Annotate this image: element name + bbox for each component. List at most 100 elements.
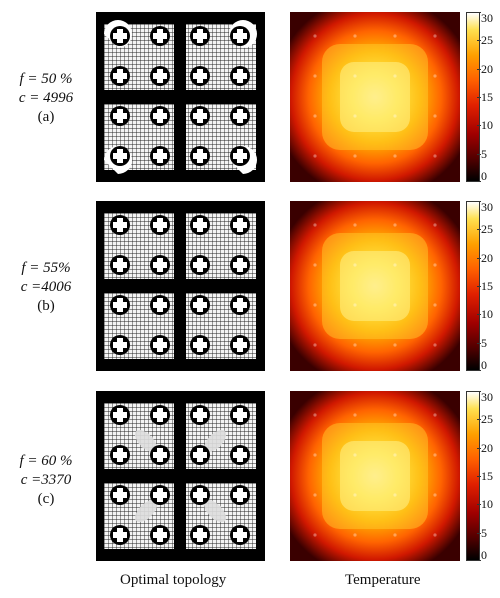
caption-optimal-topology: Optimal topology bbox=[120, 572, 227, 588]
colorbar-tick-label: 0 bbox=[481, 548, 487, 562]
hot-spot bbox=[353, 74, 357, 78]
hole bbox=[233, 149, 247, 163]
hole bbox=[113, 448, 127, 462]
colorbar-tick-label: 15 bbox=[481, 90, 493, 104]
colorbar-tick-label: 15 bbox=[481, 279, 493, 293]
hole bbox=[233, 408, 247, 422]
swirl-region bbox=[134, 429, 158, 453]
hot-spot bbox=[393, 453, 397, 457]
colorbar-ticks-c: 0 5 10 15 20 25 30 bbox=[477, 391, 500, 562]
row-c-panel: (c) bbox=[37, 491, 55, 507]
hole bbox=[153, 298, 167, 312]
row-c-c: c =3370 bbox=[20, 472, 72, 488]
hot-spot bbox=[393, 343, 397, 347]
colorbar-tick bbox=[477, 314, 481, 316]
hot-spot bbox=[353, 154, 357, 158]
hole bbox=[193, 258, 207, 272]
topology-panel-a bbox=[96, 12, 265, 182]
row-c-f: f = 60 % bbox=[19, 453, 73, 469]
colorbar-tick bbox=[477, 391, 481, 392]
hole bbox=[233, 69, 247, 83]
colorbar-tick-label: 5 bbox=[481, 525, 487, 540]
colorbar-tick bbox=[477, 12, 481, 13]
row-b-f: f = 55% bbox=[21, 260, 71, 276]
hot-spot bbox=[353, 453, 357, 457]
hole bbox=[153, 258, 167, 272]
hot-spot bbox=[393, 223, 397, 227]
hot-spot bbox=[433, 223, 437, 227]
colorbar-tick bbox=[477, 286, 481, 287]
colorbar-tick-label: 5 bbox=[481, 335, 487, 350]
colorbar-tick-label: 0 bbox=[481, 358, 487, 372]
hot-spot bbox=[313, 453, 317, 457]
hot-spot bbox=[313, 114, 317, 118]
hole bbox=[153, 109, 167, 123]
swirl-region bbox=[203, 429, 227, 453]
hot-spot bbox=[393, 34, 397, 38]
hole bbox=[153, 488, 167, 502]
colorbar-tick bbox=[477, 229, 481, 231]
hot-spot bbox=[313, 74, 317, 78]
colorbar-tick bbox=[477, 181, 481, 182]
hole bbox=[113, 218, 127, 232]
hot-spot bbox=[313, 34, 317, 38]
hot-spot bbox=[433, 533, 437, 537]
colorbar-tick-label: 25 bbox=[481, 33, 493, 48]
colorbar-tick bbox=[477, 201, 481, 202]
colorbar-ticks-b: 0 5 10 15 20 25 30 bbox=[477, 201, 500, 372]
hot-spot bbox=[313, 223, 317, 227]
hot-spot bbox=[353, 114, 357, 118]
colorbar-tick bbox=[477, 153, 481, 155]
hole bbox=[113, 258, 127, 272]
colorbar-tick-label: 15 bbox=[481, 469, 493, 483]
hole bbox=[193, 408, 207, 422]
hole bbox=[233, 488, 247, 502]
colorbar-tick bbox=[477, 447, 481, 449]
colorbar-tick-label: 20 bbox=[481, 61, 493, 76]
hole bbox=[193, 109, 207, 123]
hole bbox=[233, 298, 247, 312]
hot-spot bbox=[353, 493, 357, 497]
hole bbox=[193, 69, 207, 83]
colorbar-tick-label: 10 bbox=[481, 307, 493, 322]
hot-spot bbox=[433, 453, 437, 457]
row-a-panel: (a) bbox=[37, 109, 55, 125]
caption-temperature: Temperature bbox=[345, 572, 421, 588]
hole bbox=[233, 109, 247, 123]
row-c-label: f = 60 % c =3370 (c) bbox=[0, 452, 92, 509]
hot-spot bbox=[433, 114, 437, 118]
hole bbox=[193, 149, 207, 163]
colorbar-tick bbox=[477, 257, 481, 259]
hot-spot bbox=[353, 343, 357, 347]
hole bbox=[113, 528, 127, 542]
hole bbox=[153, 338, 167, 352]
temperature-panel-a bbox=[290, 12, 460, 182]
row-a-c: c = 4996 bbox=[18, 90, 74, 106]
hot-spot bbox=[313, 303, 317, 307]
hole bbox=[193, 338, 207, 352]
hot-spot bbox=[433, 154, 437, 158]
hole bbox=[193, 528, 207, 542]
colorbar-ticks-a: 0 5 10 15 20 25 30 bbox=[477, 12, 500, 182]
colorbar-tick bbox=[477, 419, 481, 421]
colorbar-tick-label: 25 bbox=[481, 222, 493, 237]
hot-spot bbox=[393, 303, 397, 307]
hot-spot bbox=[313, 533, 317, 537]
hole bbox=[113, 69, 127, 83]
swirl-region bbox=[203, 499, 227, 523]
hole bbox=[153, 69, 167, 83]
colorbar-tick-label: 10 bbox=[481, 497, 493, 512]
hole bbox=[113, 29, 127, 43]
colorbar-tick bbox=[477, 476, 481, 477]
colorbar-tick-label: 20 bbox=[481, 440, 493, 455]
hole bbox=[113, 298, 127, 312]
colorbar-tick bbox=[477, 97, 481, 98]
hot-spot bbox=[393, 114, 397, 118]
row-b-panel: (b) bbox=[37, 298, 55, 314]
row-b-label: f = 55% c =4006 (b) bbox=[0, 259, 92, 316]
hot-spot bbox=[353, 34, 357, 38]
hot-spot bbox=[433, 343, 437, 347]
hole bbox=[193, 488, 207, 502]
topology-panel-c bbox=[96, 391, 265, 561]
hot-spot bbox=[433, 303, 437, 307]
